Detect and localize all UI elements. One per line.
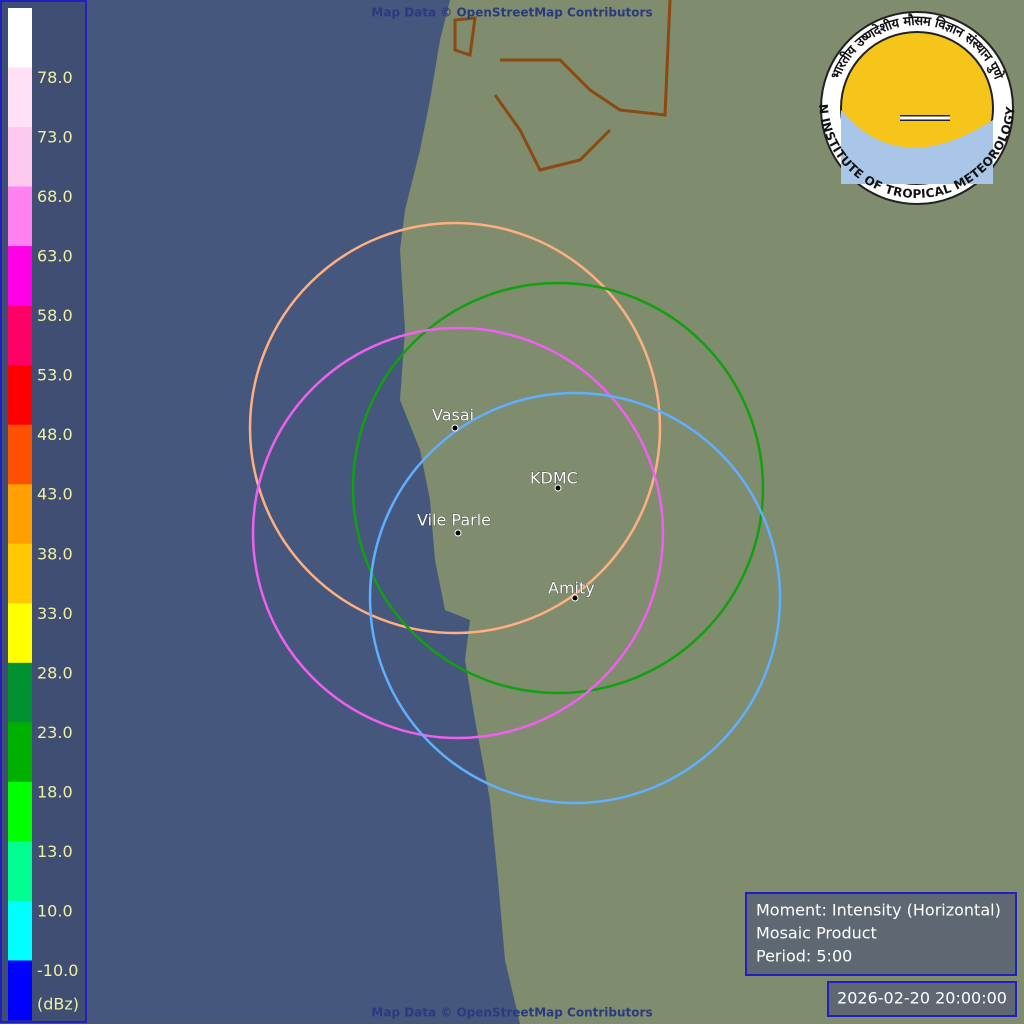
info-box: Moment: Intensity (Horizontal) Mosaic Pr… [745,892,1017,976]
info-frame [745,892,1017,976]
legend-swatch [8,246,32,307]
range-ring [368,391,782,805]
station-label: Vasai [432,406,474,425]
legend-label: 38.0 [37,544,73,563]
timestamp-frame [827,981,1017,1017]
station-marker [451,424,459,432]
legend-label: 68.0 [37,187,73,206]
legend-label: 48.0 [37,425,73,444]
legend-swatch [8,781,32,842]
range-ring [351,281,765,695]
legend-label: 78.0 [37,68,73,87]
legend-swatch [8,305,32,366]
station-label: Amity [548,579,595,598]
legend-swatch [8,662,32,723]
legend-swatch [8,127,32,188]
attribution: Map Data © OpenStreetMap Contributors [371,6,652,20]
legend-swatch [8,603,32,664]
range-ring [251,326,665,740]
legend-swatch [8,722,32,783]
legend-label: 10.0 [37,901,73,920]
station-marker [571,594,579,602]
legend-label: 73.0 [37,128,73,147]
legend-swatch [8,424,32,485]
station-label: KDMC [530,469,578,488]
legend: 78.0 73.0 68.0 63.0 58.0 53.0 48.0 43.0 38.0 33.0… [0,0,87,1023]
legend-label: 53.0 [37,366,73,385]
station-label: Vile Parle [417,511,491,530]
station-marker [554,484,562,492]
legend-swatch [8,67,32,128]
legend-swatch [8,186,32,247]
legend-label: 43.0 [37,485,73,504]
legend-label: 33.0 [37,604,73,623]
legend-label: -10.0 [37,961,78,980]
logo-sea [841,110,993,184]
attribution: Map Data © OpenStreetMap Contributors [371,1006,652,1020]
timestamp: 2026-02-20 20:00:00 [837,989,1007,1008]
legend-swatch [8,484,32,545]
radar-ranges: Vasai KDMC Vile Parle Amity [248,221,782,805]
info-period: Period: 5:00 [756,947,852,966]
legend-swatch [8,960,32,1021]
land [400,0,1024,1024]
legend-label: 13.0 [37,842,73,861]
legend-label: 28.0 [37,663,73,682]
legend-label: 23.0 [37,723,73,742]
info-moment: Moment: Intensity (Horizontal) [756,901,1001,920]
legend-swatch [8,8,32,69]
legend-swatch [8,900,32,961]
range-ring [248,221,662,635]
legend-swatch [8,365,32,426]
info-product: Mosaic Product [756,924,877,943]
boundary [453,0,672,172]
legend-label: 58.0 [37,306,73,325]
legend-swatch [8,543,32,604]
legend-unit: (dBz) [37,995,79,1014]
legend-label: 18.0 [37,782,73,801]
legend-swatch [8,841,32,902]
legend-label: 63.0 [37,247,73,266]
station-marker [454,529,462,537]
